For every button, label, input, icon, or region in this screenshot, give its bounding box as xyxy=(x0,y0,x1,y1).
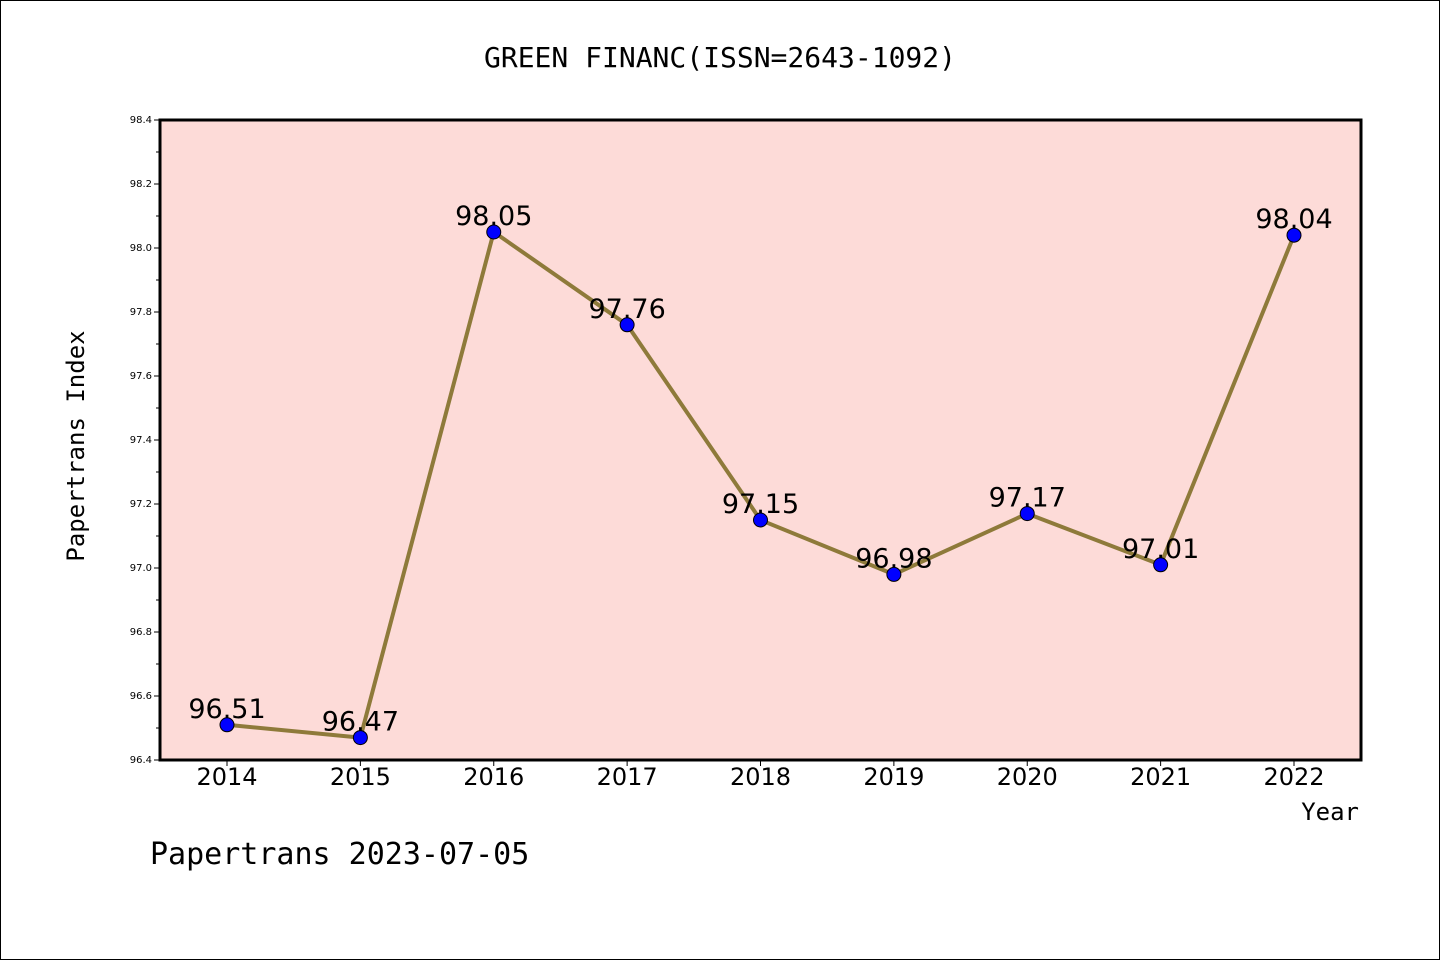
x-tick-label: 2020 xyxy=(997,763,1058,791)
data-label-2019: 96.98 xyxy=(855,543,932,574)
x-tick-label: 2021 xyxy=(1130,763,1191,791)
data-label-2016: 98.05 xyxy=(455,201,532,232)
x-tick-label: 2014 xyxy=(196,763,257,791)
x-tick-label: 2016 xyxy=(463,763,524,791)
x-tick-label: 2018 xyxy=(730,763,791,791)
y-tick-label: 97.2 xyxy=(130,499,152,510)
data-point-2018 xyxy=(753,512,768,528)
y-tick-label: 97.4 xyxy=(130,435,152,446)
data-point-2020 xyxy=(1019,506,1035,522)
data-label-2022: 98.04 xyxy=(1255,204,1332,235)
data-points xyxy=(219,224,1302,746)
y-tick-label: 97.6 xyxy=(130,371,152,382)
y-tick-label: 97.0 xyxy=(130,563,152,574)
data-point-2015 xyxy=(352,730,368,746)
data-labels: 96.51 96.47 98.05 97.76 97.15 96.98 97.17 97.01… xyxy=(188,201,1332,738)
y-tick-label: 96.6 xyxy=(130,691,152,702)
x-axis-label: Year xyxy=(1301,798,1359,826)
x-axis: 2014 2015 2016 2017 2018 2019 2020 2021 2022 xyxy=(196,760,1325,791)
y-tick-label: 98.0 xyxy=(130,243,152,254)
data-label-2021: 97.01 xyxy=(1122,534,1199,565)
y-tick-label: 98.2 xyxy=(130,179,152,190)
data-point-2021 xyxy=(1153,557,1169,573)
data-point-2022 xyxy=(1286,227,1302,243)
y-tick-label: 96.8 xyxy=(130,627,152,638)
plot-area xyxy=(160,120,1361,760)
y-tick-label: 98.4 xyxy=(130,115,152,126)
data-point-2017 xyxy=(619,317,635,333)
x-tick-label: 2019 xyxy=(863,763,924,791)
x-tick-label: 2015 xyxy=(330,763,391,791)
data-label-2020: 97.17 xyxy=(989,483,1066,514)
y-tick-label: 97.8 xyxy=(130,307,152,318)
data-label-2017: 97.76 xyxy=(588,294,665,325)
data-label-2018: 97.15 xyxy=(722,489,799,520)
footer-text: Papertrans 2023-07-05 xyxy=(150,837,529,872)
y-tick-label: 96.4 xyxy=(130,755,152,766)
data-label-2015: 96.47 xyxy=(322,707,399,738)
x-tick-label: 2017 xyxy=(597,763,658,791)
data-point-2014 xyxy=(219,717,235,733)
plot-border xyxy=(158,118,1363,762)
data-point-2019 xyxy=(886,566,902,582)
chart-title: GREEN FINANC(ISSN=2643-1092) xyxy=(484,41,956,74)
y-axis: 96.4 96.6 96.8 97.0 97.2 97.4 97.6 97.8 98.0 98.2… xyxy=(130,115,160,766)
data-label-2014: 96.51 xyxy=(188,694,265,725)
data-point-2016 xyxy=(486,224,502,240)
y-axis-label: Papertrans Index xyxy=(62,330,90,561)
x-tick-label: 2022 xyxy=(1263,763,1324,791)
